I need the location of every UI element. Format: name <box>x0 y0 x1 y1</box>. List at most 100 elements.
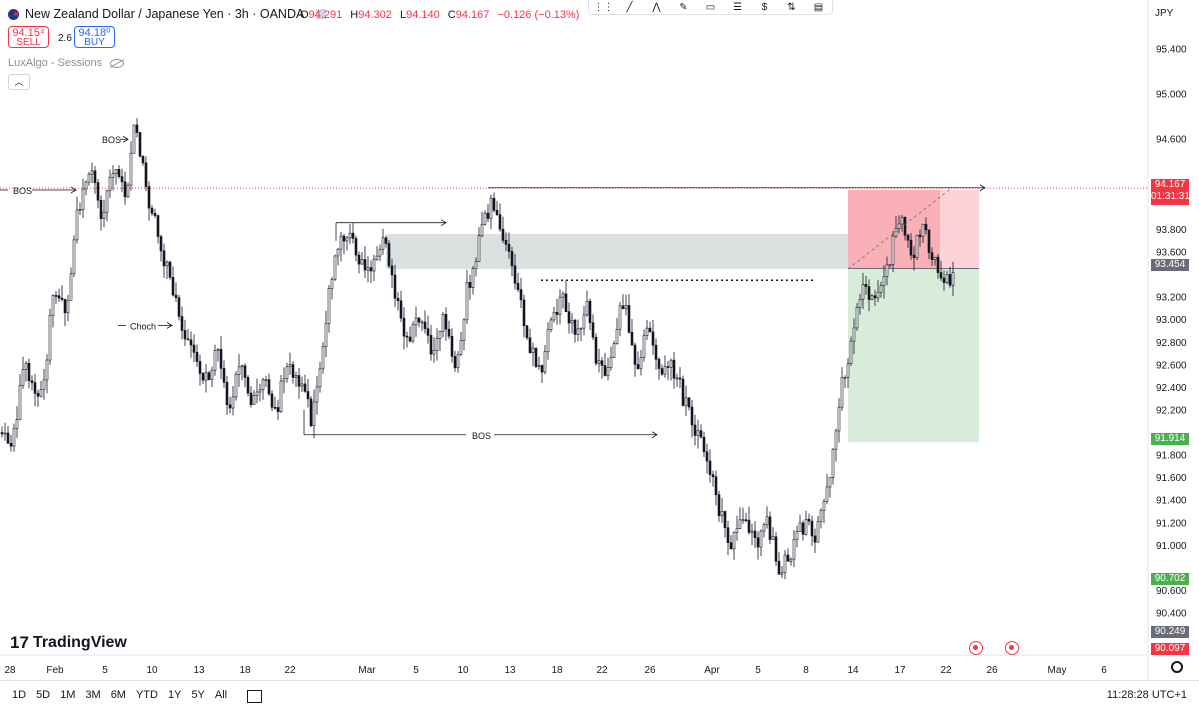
indicator-legend[interactable]: LuxAlgo - Sessions <box>8 57 125 69</box>
candle-body <box>750 530 754 533</box>
x-tick-label: 13 <box>193 665 205 676</box>
candle-body <box>801 522 805 535</box>
range-5d[interactable]: 5D <box>36 689 51 701</box>
candle-body <box>510 251 514 267</box>
candle-body <box>156 215 160 237</box>
fib-icon[interactable]: ☰ <box>733 1 742 13</box>
spread-value: 2.6 <box>58 33 72 44</box>
candle-body <box>51 295 55 316</box>
range-3m[interactable]: 3M <box>85 689 101 701</box>
x-tick-label: 10 <box>457 665 469 676</box>
price-chart[interactable]: 95.400 95.000 94.600 93.800 93.600 93.200 93.0… <box>0 0 1199 680</box>
tradingview-logo: 17 TradingView <box>10 633 127 653</box>
candle-body <box>303 383 307 392</box>
x-tick-label: 13 <box>504 665 516 676</box>
x-tick-label: Feb <box>46 665 64 676</box>
candle-body <box>69 273 73 301</box>
range-1y[interactable]: 1Y <box>167 689 182 701</box>
candle-body <box>699 430 703 438</box>
range-6m[interactable]: 6M <box>110 689 126 701</box>
symbol-header[interactable]: New Zealand Dollar / Japanese Yen · 3h ·… <box>8 7 327 21</box>
candle-body <box>333 255 337 280</box>
candle-body <box>384 237 388 244</box>
candle-body <box>393 274 397 299</box>
rectangle-icon[interactable]: ▭ <box>705 1 716 13</box>
candle-body <box>108 177 112 192</box>
candle-body <box>810 520 814 537</box>
axis-currency[interactable]: JPY <box>1155 8 1174 19</box>
candle-body <box>483 212 487 225</box>
candle-body <box>867 286 871 300</box>
candle-body <box>474 261 478 269</box>
range-1m[interactable]: 1M <box>60 689 76 701</box>
candle-body <box>747 519 751 533</box>
candle-body <box>840 377 844 408</box>
candle-body <box>195 352 199 362</box>
position-icon[interactable]: ⇅ <box>787 1 796 13</box>
indicator-name: LuxAlgo - Sessions <box>8 57 103 69</box>
gear-icon[interactable] <box>1171 661 1183 673</box>
y-tick-label: 91.800 <box>1156 451 1187 462</box>
candle-body <box>288 364 292 368</box>
candle-body <box>318 368 322 388</box>
target-zone <box>848 268 979 443</box>
x-tick-label: 18 <box>551 665 563 676</box>
sell-button[interactable]: 94.15⁴ SELL <box>8 26 49 48</box>
choch-line-head <box>166 322 173 329</box>
candle-body <box>714 476 718 495</box>
candle-body <box>771 536 775 540</box>
candle-body <box>528 337 532 353</box>
symbol-title[interactable]: New Zealand Dollar / Japanese Yen · 3h ·… <box>25 7 305 21</box>
candle-body <box>396 297 400 302</box>
candle-body <box>729 542 733 550</box>
candle-body <box>813 535 817 543</box>
candle-body <box>906 234 910 241</box>
flag-icon <box>8 8 19 20</box>
bos-label-2: BOS <box>102 135 121 145</box>
candle-body <box>780 572 784 575</box>
event-alert-icon-2[interactable] <box>1005 641 1019 655</box>
brush-icon[interactable]: ✎ <box>679 1 688 13</box>
ruler-icon[interactable]: ▤ <box>813 1 824 13</box>
range-ytd[interactable]: YTD <box>135 689 158 701</box>
range-all[interactable]: All <box>214 689 228 701</box>
candle-body <box>330 278 334 289</box>
event-alert-icon[interactable] <box>969 641 983 655</box>
candle-body <box>909 239 913 256</box>
eye-hidden-icon[interactable] <box>110 58 125 68</box>
range-1d[interactable]: 1D <box>12 689 27 701</box>
candle-body <box>297 375 301 387</box>
candle-body <box>933 256 937 260</box>
candle-body <box>264 379 268 381</box>
candle-body <box>9 443 13 447</box>
clock[interactable]: 11:28:28 UTC+1 <box>1106 689 1187 701</box>
candle-body <box>687 397 691 408</box>
x-tick-label: 22 <box>596 665 608 676</box>
grip-icon[interactable]: ⋮⋮ <box>593 1 614 13</box>
buy-button[interactable]: 94.18⁰ BUY <box>74 26 115 48</box>
candle-body <box>435 338 439 351</box>
pattern-icon[interactable]: ⋀ <box>652 1 661 13</box>
candle-body <box>711 474 715 478</box>
collapse-legend-button[interactable]: ︿ <box>8 74 30 90</box>
candle-body <box>873 295 877 299</box>
candle-body <box>942 277 946 283</box>
candle-body <box>936 256 940 273</box>
candle-body <box>513 265 517 284</box>
range-5y[interactable]: 5Y <box>191 689 205 701</box>
x-tick-label: 26 <box>644 665 656 676</box>
candle-body <box>531 347 535 353</box>
candle-body <box>753 530 757 539</box>
candle-body <box>501 228 505 241</box>
range-selector: 1D 5D 1M 3M 6M YTD 1Y 5Y All <box>12 689 272 703</box>
candle-body <box>93 170 97 183</box>
price-range-icon[interactable]: $ <box>761 1 768 13</box>
candle-body <box>111 173 115 178</box>
calendar-icon[interactable] <box>247 690 263 703</box>
candle-body <box>804 518 808 535</box>
candle-body <box>78 209 82 211</box>
trendline-icon[interactable]: ╱ <box>626 1 633 13</box>
y-tick-label: 90.600 <box>1156 586 1187 597</box>
candle-body <box>573 319 577 335</box>
candle-body <box>666 366 670 368</box>
